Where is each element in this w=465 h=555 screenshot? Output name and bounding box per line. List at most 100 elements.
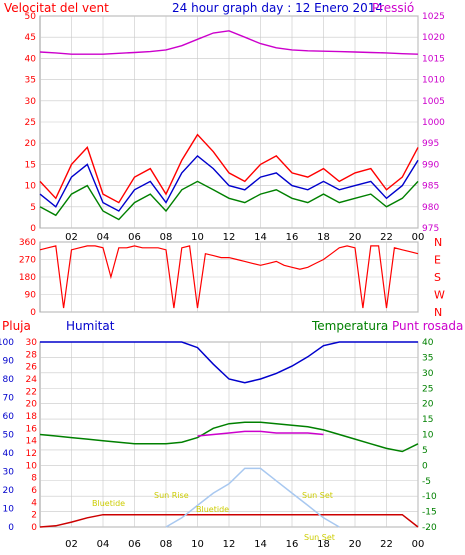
rain-tick: 4: [31, 498, 37, 508]
humidity-tick: 80: [3, 375, 15, 385]
sun-annotation: Bluetide: [92, 499, 125, 508]
sun-annotation: Sun Set: [304, 533, 335, 542]
pressure-tick: 1015: [422, 54, 445, 64]
wind-speed-tick: 50: [25, 12, 37, 22]
temperature-tick: -15: [422, 508, 437, 518]
temperature-tick: -10: [422, 492, 437, 502]
label-wind-speed: Velocitat del vent: [4, 1, 109, 15]
x-tick-label-bottom: 22: [380, 539, 393, 550]
humidity-tick: 40: [3, 449, 15, 459]
x-tick-label-bottom: 18: [317, 539, 330, 550]
x-tick-label-top: 22: [380, 232, 393, 243]
pressure-tick: 985: [422, 182, 439, 192]
wind-speed-tick: 30: [25, 97, 37, 107]
rain-tick: 22: [26, 387, 37, 397]
humidity-tick: 100: [0, 338, 14, 348]
compass-label: E: [434, 254, 441, 267]
wind-direction-line: [39, 245, 419, 309]
pressure-tick: 1020: [422, 33, 445, 43]
rain-tick: 0: [31, 523, 37, 533]
temperature-tick: 0: [422, 461, 428, 471]
label-humidity: Humitat: [66, 319, 115, 333]
temperature-tick: 40: [422, 338, 434, 348]
x-tick-label-bottom: 12: [223, 539, 236, 550]
x-tick-label-top: 08: [160, 232, 173, 243]
temperature-tick: -20: [422, 523, 437, 533]
temperature-line: [39, 421, 419, 453]
humidity-tick: 90: [3, 357, 15, 367]
temperature-tick: 10: [422, 431, 434, 441]
humidity-tick: 0: [8, 523, 14, 533]
pressure-tick: 980: [422, 203, 439, 213]
direction-tick: 270: [19, 256, 36, 266]
rain-tick: 14: [26, 437, 38, 447]
sun-elevation-line: [165, 467, 340, 528]
temperature-tick: 30: [422, 369, 434, 379]
pressure-line: [39, 30, 419, 55]
x-tick-label-bottom: 20: [349, 539, 362, 550]
rain-tick: 26: [26, 363, 38, 373]
x-tick-label-bottom: 14: [254, 539, 267, 550]
temperature-tick: 20: [422, 400, 434, 410]
wind-speed-tick: 0: [30, 224, 36, 234]
compass-label: S: [434, 271, 441, 284]
pressure-tick: 990: [422, 160, 439, 170]
wind-speed-tick: 5: [30, 203, 36, 213]
wind-speed-tick: 45: [25, 33, 36, 43]
direction-tick: 360: [19, 238, 36, 248]
sun-annotation: Sun Rise: [154, 491, 189, 500]
label-temperature: Temperatura: [311, 319, 388, 333]
wind-speed-tick: 15: [25, 160, 36, 170]
rain-tick: 2: [31, 511, 37, 521]
humidity-tick: 70: [3, 394, 15, 404]
x-tick-label-bottom: 08: [160, 539, 173, 550]
wind-speed-tick: 35: [25, 76, 36, 86]
temperature-tick: 35: [422, 353, 433, 363]
page-title: 24 hour graph day : 12 Enero 2014: [172, 1, 383, 15]
pressure-tick: 1005: [422, 97, 445, 107]
x-tick-label-bottom: 00: [412, 539, 425, 550]
rain-tick: 28: [26, 350, 38, 360]
label-dewpoint: Punt rosada: [392, 319, 463, 333]
wind-speed-tick: 10: [25, 182, 37, 192]
x-tick-label-top: 10: [191, 232, 204, 243]
direction-tick: 180: [19, 273, 36, 283]
pressure-tick: 1025: [422, 12, 445, 22]
rain-tick: 24: [26, 375, 38, 385]
humidity-tick: 10: [3, 505, 15, 515]
pressure-tick: 975: [422, 224, 439, 234]
x-tick-label-top: 06: [128, 232, 141, 243]
humidity-tick: 50: [3, 431, 15, 441]
wind-speed-tick: 40: [25, 54, 37, 64]
label-rain: Pluja: [2, 319, 31, 333]
humidity-tick: 20: [3, 486, 15, 496]
humidity-tick: 60: [3, 412, 15, 422]
direction-tick: 90: [25, 291, 37, 301]
wind-speed-line: [39, 180, 419, 221]
x-tick-label-bottom: 06: [128, 539, 141, 550]
rain-tick: 20: [26, 400, 38, 410]
x-tick-label-top: 12: [223, 232, 236, 243]
x-tick-label-bottom: 04: [97, 539, 110, 550]
humidity-line: [40, 341, 418, 384]
rain-tick: 10: [26, 461, 38, 471]
temperature-tick: 15: [422, 415, 433, 425]
rain-tick: 30: [26, 338, 38, 348]
rain-tick: 16: [26, 424, 38, 434]
humidity-tick: 30: [3, 468, 15, 478]
x-tick-label-top: 18: [317, 232, 330, 243]
label-pressure: Pressió: [372, 1, 414, 15]
sun-annotation: Bluetide: [196, 505, 229, 514]
wind-average-line: [39, 154, 419, 212]
rain-tick: 6: [31, 486, 37, 496]
x-tick-label-bottom: 16: [286, 539, 299, 550]
temperature-tick: -5: [422, 477, 431, 487]
wind-speed-tick: 20: [25, 139, 37, 149]
pressure-tick: 1000: [422, 118, 445, 128]
compass-label: N: [434, 306, 442, 319]
x-tick-label-top: 20: [349, 232, 362, 243]
x-tick-label-top: 02: [65, 232, 78, 243]
pressure-tick: 995: [422, 139, 439, 149]
